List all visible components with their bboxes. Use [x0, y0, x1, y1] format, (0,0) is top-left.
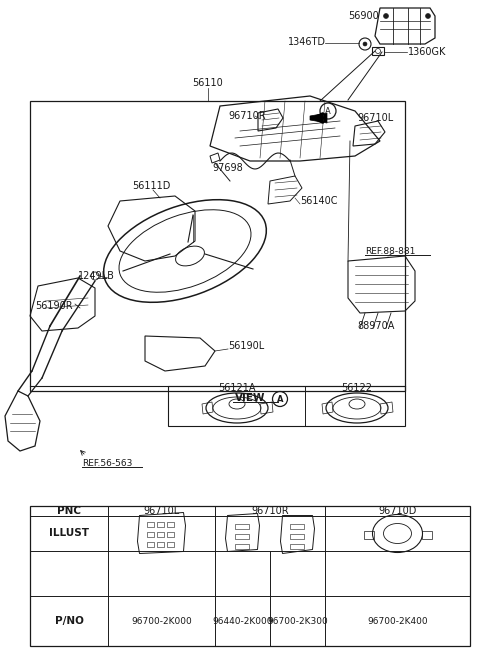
- Text: 96440-2K000: 96440-2K000: [212, 617, 273, 626]
- Text: ILLUST: ILLUST: [49, 529, 89, 539]
- Bar: [289, 544, 303, 548]
- Text: 96710R: 96710R: [228, 111, 265, 121]
- Text: 56121A: 56121A: [218, 383, 256, 393]
- Text: A: A: [277, 394, 283, 403]
- Text: A: A: [325, 106, 331, 115]
- Text: 1249LB: 1249LB: [78, 271, 115, 281]
- Text: 96710R: 96710R: [251, 506, 289, 516]
- Text: P/NO: P/NO: [55, 616, 84, 626]
- Bar: [421, 531, 432, 539]
- Bar: [146, 522, 154, 527]
- Bar: [235, 533, 249, 539]
- Bar: [168, 386, 405, 426]
- Text: REF.88-881: REF.88-881: [365, 247, 415, 255]
- Bar: [167, 522, 173, 527]
- Text: 56190L: 56190L: [228, 341, 264, 351]
- Text: 88970A: 88970A: [357, 321, 395, 331]
- Bar: [235, 523, 249, 529]
- Text: 56111D: 56111D: [132, 181, 170, 191]
- Text: 96700-2K300: 96700-2K300: [267, 617, 328, 626]
- Text: VIEW: VIEW: [235, 393, 265, 403]
- Text: 96700-2K400: 96700-2K400: [367, 617, 428, 626]
- Bar: [146, 541, 154, 546]
- Text: 56900: 56900: [348, 11, 379, 21]
- Text: 56122: 56122: [341, 383, 372, 393]
- Bar: [363, 531, 373, 539]
- Text: 97698: 97698: [212, 163, 243, 173]
- Text: 96710L: 96710L: [357, 113, 393, 123]
- Bar: [156, 541, 164, 546]
- Circle shape: [384, 14, 388, 18]
- Bar: [30, 101, 405, 391]
- Text: 1360GK: 1360GK: [408, 47, 446, 57]
- Text: 1346TD: 1346TD: [288, 37, 326, 47]
- Text: PNC: PNC: [57, 506, 81, 516]
- Bar: [146, 531, 154, 537]
- Bar: [289, 523, 303, 529]
- Text: 56190R: 56190R: [35, 301, 72, 311]
- Bar: [30, 506, 470, 646]
- Text: REF.56-563: REF.56-563: [82, 459, 132, 468]
- Text: 96700-2K000: 96700-2K000: [131, 617, 192, 626]
- Bar: [289, 533, 303, 539]
- Text: 56110: 56110: [192, 78, 223, 88]
- Text: 96710D: 96710D: [378, 506, 417, 516]
- Bar: [372, 47, 384, 55]
- Bar: [156, 531, 164, 537]
- Bar: [167, 531, 173, 537]
- Bar: [167, 541, 173, 546]
- Text: 56140C: 56140C: [300, 196, 337, 206]
- Bar: [235, 544, 249, 548]
- Circle shape: [363, 42, 367, 46]
- Circle shape: [425, 14, 431, 18]
- Polygon shape: [310, 113, 327, 123]
- Text: 96710L: 96710L: [144, 506, 180, 516]
- Bar: [156, 522, 164, 527]
